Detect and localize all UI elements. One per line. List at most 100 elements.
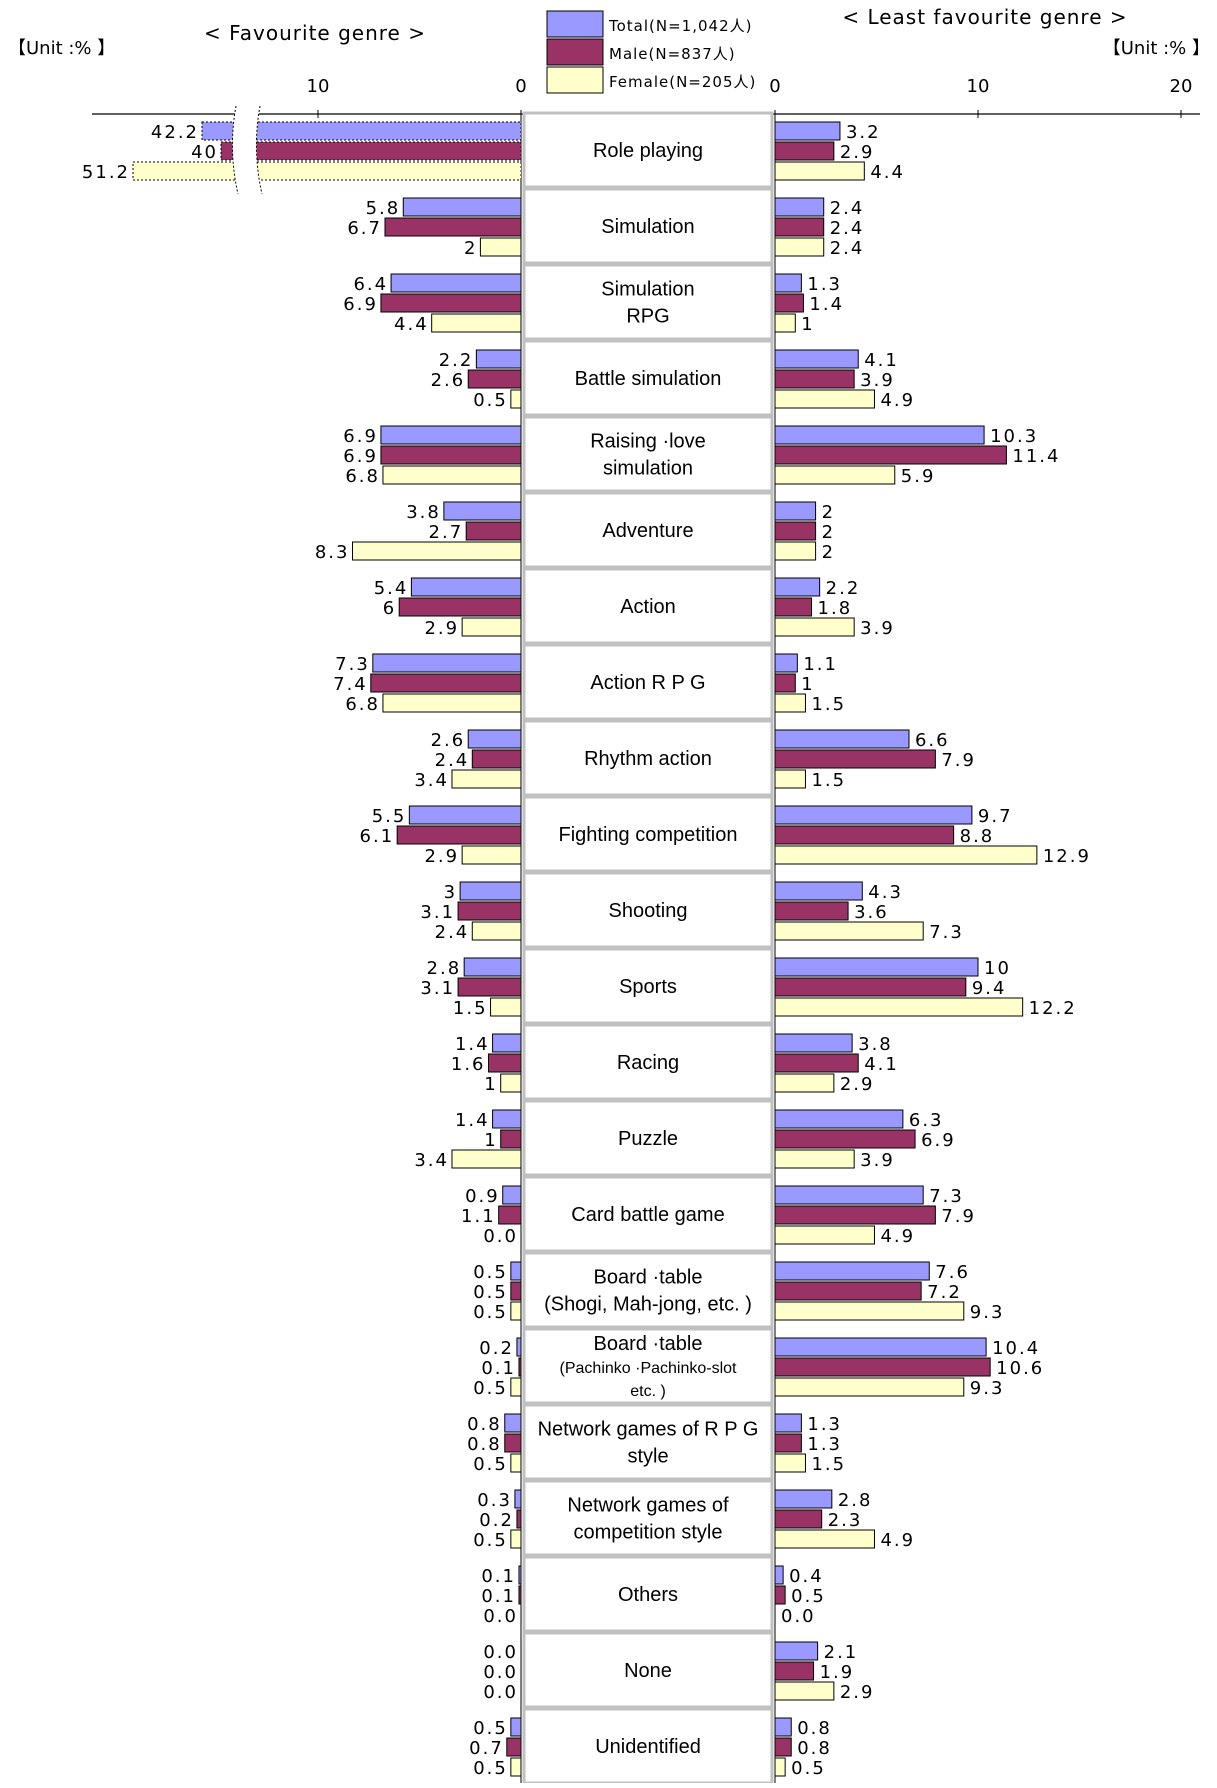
- fav-value-label-male: 0.2: [479, 1510, 514, 1531]
- fav-value-label-female: 0.5: [473, 1378, 508, 1399]
- fav-value-label-male: 1: [484, 1130, 497, 1151]
- least-value-label-male: 11.4: [1012, 446, 1060, 467]
- least-value-label-male: 1.8: [818, 598, 853, 619]
- fav-value-label-total: 5.8: [366, 198, 401, 219]
- category-box: [524, 1405, 772, 1479]
- fav-bar-female: [383, 694, 521, 712]
- least-value-label-male: 3.9: [860, 370, 895, 391]
- least-bar-female: [775, 162, 864, 180]
- fav-value-label-male: 0.7: [469, 1738, 504, 1759]
- least-value-label-male: 9.4: [972, 978, 1007, 999]
- fav-value-label-total: 0.1: [481, 1566, 516, 1587]
- least-bar-total: [775, 350, 858, 368]
- legend: Total(N=1,042人)Male(N=837人)Female(N=205人…: [547, 11, 756, 93]
- least-bar-total: [775, 730, 909, 748]
- least-bar-female: [775, 1150, 854, 1168]
- fav-bar-female: [491, 998, 521, 1016]
- category-label: Adventure: [602, 520, 693, 542]
- least-value-label-total: 3.8: [858, 1034, 893, 1055]
- least-bar-male: [775, 370, 854, 388]
- fav-value-label-female: 0.0: [483, 1226, 518, 1247]
- fav-value-label-total: 5.4: [374, 578, 409, 599]
- fav-bar-male: [381, 294, 521, 312]
- fav-value-label-male: 6.7: [347, 218, 382, 239]
- least-bar-female: [775, 1758, 785, 1776]
- least-value-label-total: 1.1: [803, 654, 838, 675]
- least-value-label-total: 4.3: [868, 882, 903, 903]
- least-bar-total: [775, 1110, 903, 1128]
- least-bar-male: [775, 750, 935, 768]
- category-box: [524, 417, 772, 491]
- category-label: Raising ·love: [590, 431, 706, 453]
- fav-value-label-total: 0.9: [465, 1186, 500, 1207]
- fav-bar-male: [489, 1054, 521, 1072]
- least-value-label-total: 2: [822, 502, 835, 523]
- least-value-label-total: 3.2: [846, 122, 881, 143]
- least-bar-total: [775, 426, 984, 444]
- fav-bar-female: [462, 846, 521, 864]
- least-bar-total: [775, 1034, 852, 1052]
- fav-bar-total: [409, 806, 521, 824]
- fav-value-label-total: 3: [444, 882, 457, 903]
- category-label: Board ·table: [594, 1267, 703, 1289]
- fav-bar-female: [511, 1302, 521, 1320]
- least-value-label-female: 3.9: [860, 1150, 895, 1171]
- least-value-label-total: 2.8: [838, 1490, 873, 1511]
- category-label: Others: [618, 1584, 678, 1606]
- fav-value-label-female: 0.0: [483, 1682, 518, 1703]
- fav-bar-male: [499, 1206, 521, 1224]
- least-bar-total: [775, 1718, 791, 1736]
- category-label: Sports: [619, 976, 677, 998]
- fav-value-label-male: 7.4: [333, 674, 368, 695]
- fav-value-label-male: 0.5: [473, 1282, 508, 1303]
- category-label: Network games of R P G: [538, 1419, 759, 1441]
- legend-label-total: Total(N=1,042人): [608, 17, 752, 35]
- least-value-label-male: 3.6: [854, 902, 889, 923]
- least-value-label-male: 7.9: [941, 750, 976, 771]
- fav-value-label-total: 0.2: [479, 1338, 514, 1359]
- fav-bar-male: [472, 750, 521, 768]
- fav-value-label-total: 2.6: [431, 730, 466, 751]
- least-value-label-female: 7.3: [929, 922, 964, 943]
- fav-bar-male: [458, 978, 521, 996]
- least-bar-total: [775, 958, 978, 976]
- category-label: style: [627, 1446, 668, 1468]
- fav-value-label-total: 0.3: [477, 1490, 512, 1511]
- right-panel-title: < Least favourite genre >: [842, 5, 1127, 29]
- fav-bar-male: [507, 1738, 521, 1756]
- least-value-label-total: 7.3: [929, 1186, 964, 1207]
- least-bar-female: [775, 1302, 964, 1320]
- least-bar-total: [775, 1262, 929, 1280]
- least-value-label-female: 1.5: [811, 770, 846, 791]
- fav-bar-male: [397, 826, 521, 844]
- fav-bar-total: [511, 1718, 521, 1736]
- fav-value-label-male: 0.1: [481, 1358, 516, 1379]
- least-bar-total: [775, 198, 824, 216]
- fav-value-label-male: 1.6: [451, 1054, 486, 1075]
- least-bar-female: [775, 998, 1023, 1016]
- least-value-label-male: 2.4: [830, 218, 865, 239]
- least-bar-total: [775, 1414, 801, 1432]
- least-value-label-total: 2.4: [830, 198, 865, 219]
- right-tick-label: 10: [967, 76, 990, 97]
- category-box: [524, 1253, 772, 1327]
- fav-value-label-male: 2.4: [435, 750, 470, 771]
- fav-bar-female: [452, 770, 521, 788]
- fav-bar-total: [460, 882, 521, 900]
- least-bar-male: [775, 1282, 921, 1300]
- least-value-label-female: 1: [801, 314, 814, 335]
- least-bar-female: [775, 770, 805, 788]
- fav-bar-male: [501, 1130, 521, 1148]
- category-label: None: [624, 1660, 672, 1682]
- fav-value-label-total: 0.5: [473, 1262, 508, 1283]
